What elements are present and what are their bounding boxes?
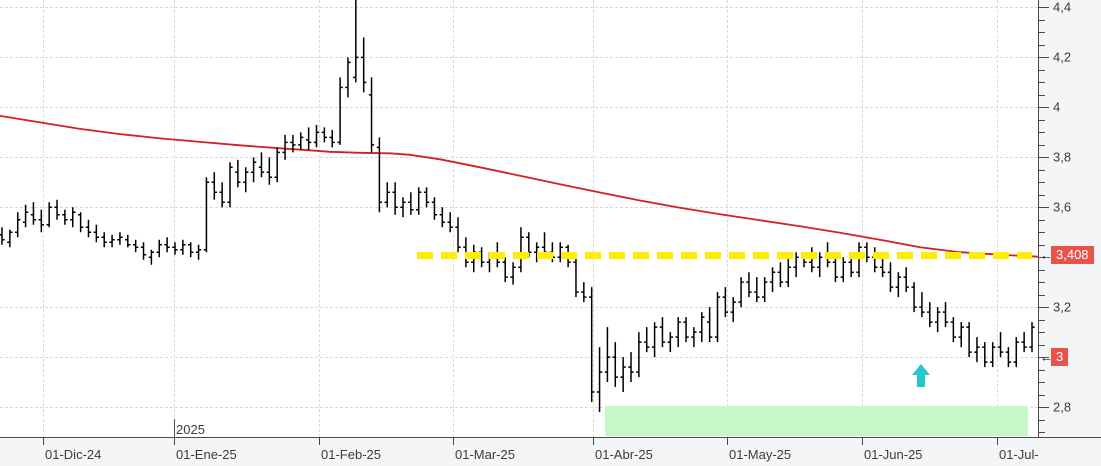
buy-signal-arrow-icon (912, 364, 930, 387)
price-axis-tick (1039, 407, 1049, 409)
price-axis-tick (1039, 157, 1049, 159)
price-axis-label: 4 (1053, 99, 1061, 115)
gridline-vertical (319, 0, 320, 437)
price-axis-tick (1039, 44, 1045, 46)
ohlc-bars (0, 0, 1038, 437)
year-label: 2025 (176, 422, 205, 437)
price-axis-tick (1039, 307, 1049, 309)
price-axis-tick (1039, 419, 1045, 421)
price-axis-tick (1039, 382, 1045, 384)
gridline-vertical (453, 0, 454, 437)
price-axis-tick (1039, 244, 1045, 246)
gridline-horizontal (0, 57, 1038, 59)
price-axis-label: 2,8 (1053, 399, 1072, 415)
price-axis-tick (1039, 319, 1045, 321)
last-price-tag[interactable]: 3,408 (1051, 246, 1094, 265)
price-axis-tick (1039, 332, 1045, 334)
price-axis-label: 4,2 (1053, 49, 1072, 65)
date-axis-label: 01-Mar-25 (455, 447, 515, 462)
support-level-line (417, 251, 1032, 259)
price-axis-tick (1039, 32, 1045, 34)
moving-average-line (0, 0, 1038, 437)
date-axis-tick (862, 438, 863, 445)
date-axis-label: 01-Ene-25 (176, 447, 237, 462)
price-axis-label: 3,8 (1053, 149, 1072, 165)
gridline-horizontal (0, 307, 1038, 309)
date-axis-tick (43, 438, 44, 445)
date-axis-tick (997, 438, 998, 445)
gridline-horizontal (0, 407, 1038, 409)
price-axis-tick (1039, 182, 1045, 184)
gridline-vertical (593, 0, 594, 437)
date-axis-label: 01-Jul- (999, 447, 1039, 462)
price-axis-tick (1039, 57, 1049, 59)
gridline-vertical (727, 0, 728, 437)
price-axis-tick (1039, 344, 1045, 346)
price-axis-tick (1039, 282, 1045, 284)
date-axis-tick (174, 438, 175, 445)
price-axis-tick (1039, 269, 1045, 271)
price-axis-tick (1039, 7, 1049, 9)
date-axis-tick (593, 438, 594, 445)
price-axis-tick (1039, 207, 1049, 209)
gridline-horizontal (0, 207, 1038, 209)
last-price-tag-pointer-icon: ← (1040, 247, 1053, 263)
gridline-horizontal (0, 7, 1038, 9)
price-axis-tick (1039, 219, 1045, 221)
price-axis-label: 4,4 (1053, 0, 1072, 15)
gridline-vertical (43, 0, 44, 437)
price-axis[interactable]: 4,4 4,2 4 3,8 3,6 3,2 2,8 3,408 ← 3 ← (1038, 0, 1101, 437)
price-axis-tick (1039, 194, 1045, 196)
price-axis-tick (1039, 394, 1045, 396)
gridline-vertical (997, 0, 998, 437)
date-axis-tick (453, 438, 454, 445)
price-axis-tick (1039, 119, 1045, 121)
buy-zone-rectangle (605, 405, 1028, 436)
year-tick-line (174, 419, 175, 437)
price-axis-tick (1039, 432, 1045, 433)
price-axis-tick (1039, 144, 1045, 146)
date-axis-label: 01-May-25 (729, 447, 792, 462)
date-axis-tick (727, 438, 728, 445)
gridline-horizontal (0, 107, 1038, 109)
price-axis-tick (1039, 107, 1049, 109)
date-axis-tick (319, 438, 320, 445)
gridline-vertical (862, 0, 863, 437)
price-axis-label: 3,6 (1053, 199, 1072, 215)
price-axis-tick (1039, 94, 1045, 96)
price-level-tag[interactable]: 3 (1051, 348, 1069, 367)
date-axis[interactable]: 2025 01-Dic-24 01-Ene-25 01-Feb-25 01-Mar-2… (0, 422, 1101, 466)
price-axis-label: 3,2 (1053, 299, 1072, 315)
date-axis-label: 01-Abr-25 (595, 447, 653, 462)
date-axis-label: 01-Dic-24 (45, 447, 102, 462)
price-level-tag-pointer-icon: ← (1040, 349, 1053, 365)
price-axis-tick (1039, 294, 1045, 296)
price-axis-tick (1039, 232, 1045, 234)
gridline-horizontal (0, 157, 1038, 159)
gridline-vertical (174, 0, 175, 437)
price-axis-tick (1039, 257, 1045, 259)
date-axis-label: 01-Feb-25 (321, 447, 381, 462)
price-axis-tick (1039, 369, 1045, 371)
price-axis-tick (1039, 19, 1045, 21)
price-axis-tick (1039, 169, 1045, 171)
gridline-horizontal (0, 357, 1038, 359)
plot-area[interactable] (0, 0, 1038, 437)
price-axis-tick (1039, 69, 1045, 71)
price-axis-tick (1039, 357, 1049, 359)
date-axis-label: 01-Jun-25 (864, 447, 923, 462)
price-axis-tick (1039, 132, 1045, 134)
price-axis-tick (1039, 82, 1045, 84)
